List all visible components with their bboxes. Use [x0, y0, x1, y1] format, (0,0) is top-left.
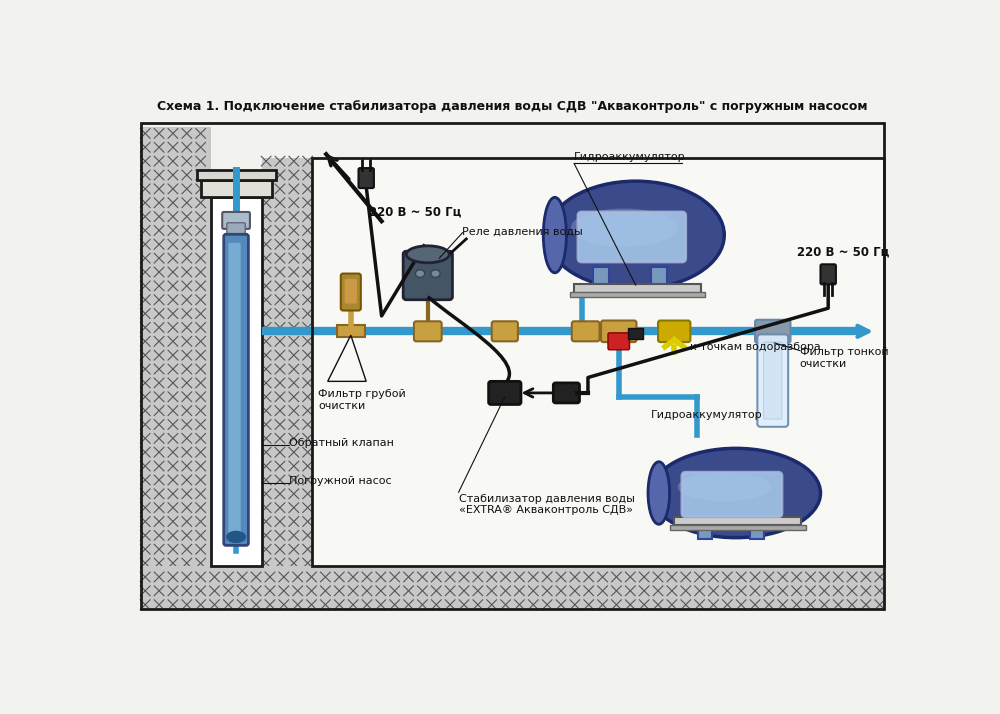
- FancyBboxPatch shape: [572, 321, 600, 341]
- Text: Фильтр тонкой
очистки: Фильтр тонкой очистки: [800, 348, 888, 369]
- FancyBboxPatch shape: [492, 321, 518, 341]
- FancyBboxPatch shape: [757, 334, 788, 427]
- Ellipse shape: [651, 448, 821, 538]
- Ellipse shape: [415, 270, 425, 278]
- Ellipse shape: [406, 246, 449, 263]
- FancyBboxPatch shape: [489, 381, 521, 404]
- Bar: [628, 328, 643, 339]
- Bar: [201, 180, 272, 196]
- FancyBboxPatch shape: [764, 342, 782, 419]
- Bar: [674, 517, 801, 526]
- Bar: [750, 521, 764, 539]
- FancyBboxPatch shape: [341, 273, 361, 311]
- FancyBboxPatch shape: [578, 212, 686, 262]
- Bar: [574, 283, 701, 293]
- Bar: [570, 292, 705, 296]
- FancyBboxPatch shape: [227, 223, 245, 236]
- Text: Реле давления воды: Реле давления воды: [462, 226, 583, 236]
- Bar: [312, 158, 884, 566]
- Text: Гидроаккумулятор: Гидроаккумулятор: [651, 410, 763, 420]
- Bar: [593, 268, 609, 291]
- Text: Фильтр грубой
очистки: Фильтр грубой очистки: [318, 389, 406, 411]
- Bar: [197, 171, 276, 180]
- Text: 220 В ~ 50 Гц: 220 В ~ 50 Гц: [369, 206, 461, 218]
- Text: Схема 1. Подключение стабилизатора давления воды СДВ "Акваконтроль" с погружным : Схема 1. Подключение стабилизатора давле…: [157, 100, 868, 114]
- Bar: [670, 526, 806, 530]
- FancyBboxPatch shape: [755, 320, 790, 343]
- FancyBboxPatch shape: [359, 168, 374, 188]
- FancyBboxPatch shape: [601, 321, 636, 342]
- Text: 220 В ~ 50 Гц: 220 В ~ 50 Гц: [797, 246, 890, 258]
- Bar: [211, 196, 262, 566]
- FancyBboxPatch shape: [658, 321, 690, 342]
- Ellipse shape: [226, 531, 246, 543]
- Text: к точкам водоразбора: к точкам водоразбора: [690, 342, 820, 352]
- FancyBboxPatch shape: [224, 234, 248, 545]
- Bar: [141, 124, 884, 608]
- FancyBboxPatch shape: [553, 383, 579, 403]
- FancyBboxPatch shape: [608, 333, 630, 350]
- Ellipse shape: [648, 462, 670, 524]
- FancyBboxPatch shape: [228, 243, 241, 537]
- FancyBboxPatch shape: [345, 279, 357, 303]
- Bar: [141, 127, 211, 608]
- Text: Погружной насос: Погружной насос: [289, 476, 392, 486]
- Bar: [651, 268, 667, 291]
- Bar: [141, 566, 884, 608]
- FancyBboxPatch shape: [222, 212, 250, 229]
- Text: Гидроаккумулятор: Гидроаккумулятор: [574, 152, 686, 162]
- Text: Обратный клапан: Обратный клапан: [289, 438, 394, 448]
- Bar: [698, 521, 712, 539]
- Ellipse shape: [431, 270, 440, 278]
- FancyBboxPatch shape: [820, 264, 836, 284]
- Ellipse shape: [678, 473, 771, 501]
- Ellipse shape: [571, 208, 677, 246]
- Ellipse shape: [547, 181, 724, 289]
- FancyBboxPatch shape: [682, 472, 782, 517]
- Bar: [337, 325, 365, 338]
- Ellipse shape: [543, 197, 566, 273]
- Bar: [312, 158, 884, 566]
- Text: Стабилизатор давления воды
«EXTRA® Акваконтроль СДВ»: Стабилизатор давления воды «EXTRA® Аквак…: [459, 494, 634, 516]
- Bar: [262, 158, 312, 608]
- FancyBboxPatch shape: [403, 251, 452, 300]
- FancyBboxPatch shape: [414, 321, 442, 341]
